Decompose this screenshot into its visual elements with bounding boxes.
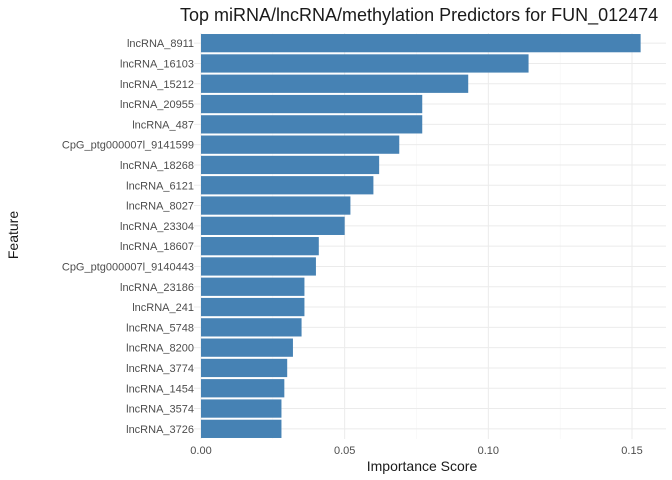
y-tick-label: lncRNA_1454 xyxy=(126,383,194,395)
y-tick-label: CpG_ptg000007l_9141599 xyxy=(62,140,194,152)
y-tick-label: lncRNA_3774 xyxy=(126,363,194,375)
y-tick-label: lncRNA_8027 xyxy=(126,201,194,213)
y-tick-label: CpG_ptg000007l_9140443 xyxy=(62,261,194,273)
y-tick-label: lncRNA_18607 xyxy=(120,241,194,253)
y-tick-label: lncRNA_241 xyxy=(132,302,194,314)
y-tick-label: lncRNA_20955 xyxy=(120,99,194,111)
bar xyxy=(201,318,302,337)
x-tick-label: 0.10 xyxy=(478,445,499,457)
y-tick-labels: lncRNA_8911 lncRNA_16103 lncRNA_15212 lncRN… xyxy=(62,38,194,436)
bar xyxy=(201,216,345,235)
y-tick-label: lncRNA_8200 xyxy=(126,343,194,355)
y-tick-label: lncRNA_16103 xyxy=(120,58,194,70)
y-tick-label: lncRNA_18268 xyxy=(120,160,194,172)
y-tick-label: lncRNA_3726 xyxy=(126,424,194,436)
y-tick-label: lncRNA_15212 xyxy=(120,79,194,91)
y-tick-label: lncRNA_6121 xyxy=(126,180,194,192)
y-axis-title: Feature xyxy=(5,211,21,259)
bar xyxy=(201,379,285,398)
x-axis-title: Importance Score xyxy=(367,458,478,474)
y-tick-label: lncRNA_8911 xyxy=(127,38,194,50)
bars xyxy=(201,34,641,438)
x-tick-label: 0.15 xyxy=(621,445,642,457)
bar xyxy=(201,155,380,175)
bar xyxy=(201,94,423,114)
bar xyxy=(201,135,400,154)
bar xyxy=(201,419,282,438)
bar xyxy=(201,338,293,357)
bar xyxy=(201,74,469,93)
bar xyxy=(201,34,641,53)
y-tick-label: lncRNA_3574 xyxy=(126,404,194,416)
bar xyxy=(201,115,423,134)
x-tick-label: 0.05 xyxy=(334,445,355,457)
bar xyxy=(201,399,282,418)
bar xyxy=(201,257,316,276)
y-tick-label: lncRNA_23304 xyxy=(120,221,194,233)
x-tick-labels: 0.00 0.05 0.10 0.15 xyxy=(190,445,642,457)
bar xyxy=(201,176,374,195)
bar xyxy=(201,54,529,73)
x-tick-label: 0.00 xyxy=(190,445,211,457)
grid xyxy=(194,33,666,439)
y-tick-label: lncRNA_23186 xyxy=(120,282,194,294)
bar xyxy=(201,277,305,296)
y-tick-label: lncRNA_5748 xyxy=(126,322,194,334)
chart-title: Top miRNA/lncRNA/methylation Predictors … xyxy=(180,5,658,26)
bar xyxy=(201,297,305,317)
bar xyxy=(201,237,319,256)
bar xyxy=(201,358,288,378)
y-tick-label: lncRNA_487 xyxy=(132,119,194,131)
bar xyxy=(201,196,351,215)
